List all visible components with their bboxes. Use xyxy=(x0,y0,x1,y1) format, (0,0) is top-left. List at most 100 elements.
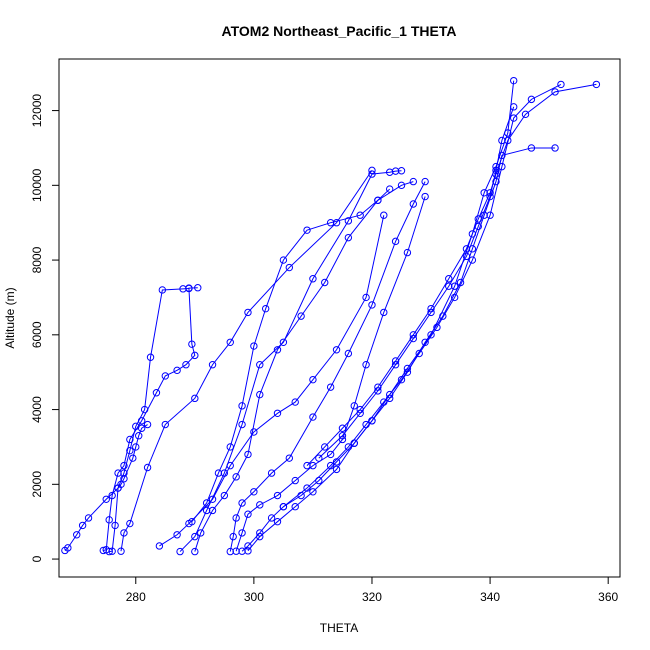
data-point xyxy=(557,80,565,89)
data-point xyxy=(208,361,217,369)
data-point xyxy=(344,349,353,358)
data-point xyxy=(143,463,152,472)
data-point xyxy=(321,443,329,451)
data-point xyxy=(309,488,317,496)
data-point xyxy=(291,476,299,485)
data-point xyxy=(374,387,382,395)
data-point xyxy=(309,413,317,421)
data-point xyxy=(409,200,418,208)
data-point xyxy=(279,338,288,346)
data-point xyxy=(521,110,530,119)
data-point xyxy=(114,469,122,477)
data-point xyxy=(362,293,370,302)
data-point xyxy=(256,532,264,541)
data-point xyxy=(356,211,364,219)
data-point xyxy=(492,177,500,186)
data-point xyxy=(105,516,113,524)
data-point xyxy=(291,398,299,406)
data-point xyxy=(117,480,125,489)
data-point xyxy=(344,443,353,451)
data-point xyxy=(273,346,282,354)
data-point xyxy=(191,351,199,360)
data-point xyxy=(244,450,252,459)
series-group xyxy=(61,76,601,556)
series-line-2 xyxy=(103,287,198,551)
data-point xyxy=(356,409,364,418)
data-point xyxy=(391,237,400,246)
data-point xyxy=(321,278,329,287)
data-point xyxy=(397,181,406,190)
data-point xyxy=(427,308,435,317)
data-point xyxy=(232,514,240,522)
data-point xyxy=(261,304,270,313)
data-point xyxy=(297,312,305,320)
data-point xyxy=(380,398,388,406)
x-tick-label: 360 xyxy=(598,590,618,604)
data-point xyxy=(143,420,152,429)
data-point xyxy=(256,390,264,399)
x-tick-label: 280 xyxy=(126,590,146,604)
data-point xyxy=(137,424,146,432)
data-point xyxy=(291,503,299,511)
data-point xyxy=(108,547,116,555)
data-point xyxy=(238,402,246,410)
series-line-11 xyxy=(241,80,515,552)
x-axis: 280 300 320 340 360 xyxy=(126,576,619,604)
data-point xyxy=(208,506,217,515)
x-tick-label: 320 xyxy=(362,590,382,604)
data-point xyxy=(273,491,282,500)
series-line-9 xyxy=(229,181,426,552)
data-point xyxy=(108,491,116,500)
y-axis: 0 2000 4000 6000 8000 10000 12000 xyxy=(30,94,60,562)
data-point xyxy=(214,469,223,477)
data-point xyxy=(244,308,252,317)
data-point xyxy=(391,361,400,369)
data-point xyxy=(202,499,211,507)
data-point xyxy=(486,211,494,219)
data-point xyxy=(161,372,169,380)
data-point xyxy=(326,461,335,470)
data-point xyxy=(445,275,453,283)
chart-title: ATOM2 Northeast_Pacific_1 THETA xyxy=(222,23,457,39)
data-point xyxy=(468,256,477,264)
data-point xyxy=(368,301,376,309)
data-point xyxy=(338,432,347,440)
data-point xyxy=(527,144,536,152)
data-point xyxy=(135,432,143,440)
data-point xyxy=(344,217,353,225)
data-point xyxy=(273,517,282,526)
data-point xyxy=(250,342,258,350)
data-point xyxy=(492,166,500,175)
data-point xyxy=(592,80,601,89)
data-point xyxy=(188,517,196,526)
data-point xyxy=(256,361,264,369)
data-point xyxy=(137,417,146,425)
data-point xyxy=(427,331,435,339)
data-point xyxy=(326,450,335,459)
data-point xyxy=(78,521,87,530)
data-point xyxy=(527,95,536,104)
data-point xyxy=(161,420,169,429)
data-point xyxy=(244,547,252,555)
data-point xyxy=(220,491,229,500)
data-point xyxy=(403,248,412,257)
y-tick-label: 0 xyxy=(30,555,44,562)
data-point xyxy=(303,461,311,470)
data-point xyxy=(111,521,119,530)
data-point xyxy=(326,383,335,391)
data-point xyxy=(397,167,406,175)
data-point xyxy=(120,461,128,470)
data-point xyxy=(368,166,376,175)
x-tick-label: 340 xyxy=(480,590,500,604)
data-point xyxy=(132,443,140,451)
data-point xyxy=(338,424,347,432)
data-point xyxy=(551,88,559,96)
data-point xyxy=(194,284,202,292)
data-point xyxy=(146,353,155,361)
data-point xyxy=(238,529,246,537)
data-point xyxy=(267,514,276,522)
data-point xyxy=(226,443,234,451)
data-point xyxy=(344,233,353,242)
data-point xyxy=(303,226,311,234)
data-point xyxy=(279,256,288,264)
